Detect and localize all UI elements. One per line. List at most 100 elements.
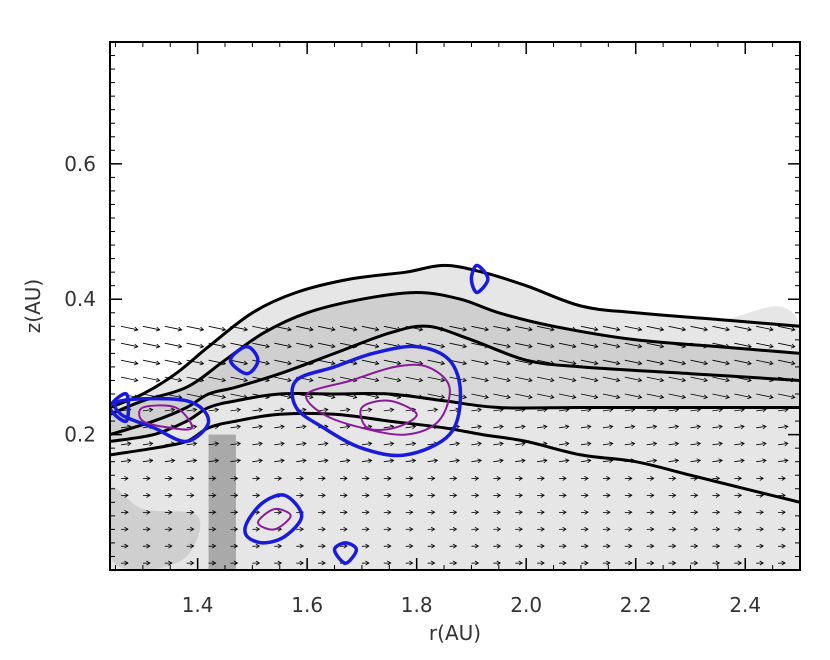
vector-arrowhead	[550, 326, 555, 332]
vector-arrow	[624, 325, 642, 331]
vector-arrow	[756, 426, 767, 429]
vector-arrowhead	[759, 526, 764, 532]
vector-arrowhead	[324, 407, 329, 413]
vector-arrowhead	[671, 476, 677, 481]
vector-arrowhead	[484, 326, 489, 332]
vector-arrow	[208, 409, 219, 412]
vector-arrow	[646, 393, 664, 398]
vector-arrow	[712, 409, 723, 412]
vector-arrowhead	[540, 543, 545, 549]
vector-arrow	[668, 443, 679, 446]
vector-arrowhead	[343, 543, 348, 549]
vector-arrow	[208, 325, 226, 331]
vector-arrowhead	[740, 458, 745, 464]
vector-arrowhead	[168, 509, 173, 515]
vector-arrow	[274, 342, 292, 348]
vector-arrow	[690, 459, 701, 463]
vector-arrow	[361, 342, 379, 348]
vector-arrowhead	[287, 377, 292, 383]
vector-arrowhead	[148, 441, 154, 447]
vector-arrowhead	[606, 560, 611, 566]
vector-arrow	[690, 426, 701, 429]
vector-arrowhead	[302, 424, 307, 430]
vector-arrow	[230, 376, 248, 381]
vector-arrow	[778, 325, 795, 331]
vector-arrow	[515, 459, 526, 463]
vector-arrowhead	[299, 476, 304, 481]
vector-arrow	[142, 325, 160, 331]
vector-arrow	[602, 325, 620, 331]
vector-arrow	[580, 426, 591, 429]
vector-arrowhead	[506, 377, 511, 383]
vector-arrowhead	[562, 492, 567, 498]
vector-arrowhead	[781, 526, 786, 532]
vector-arrowhead	[409, 509, 414, 515]
vector-arrow	[537, 459, 547, 463]
shade-region	[443, 475, 555, 547]
vector-arrowhead	[396, 377, 402, 383]
vector-arrowhead	[170, 458, 176, 464]
vector-arrowhead	[211, 526, 217, 532]
vector-arrowhead	[718, 424, 723, 430]
vector-arrow	[449, 342, 467, 348]
vector-arrow	[471, 443, 482, 446]
vector-arrowhead	[759, 476, 764, 481]
vector-arrowhead	[343, 509, 348, 515]
vector-arrowhead	[148, 458, 154, 464]
vector-arrowhead	[168, 526, 173, 532]
vector-arrowhead	[243, 326, 249, 332]
vector-arrowhead	[462, 360, 468, 366]
vector-arrowhead	[747, 343, 752, 349]
vector-arrowhead	[321, 509, 326, 515]
vector-arrowhead	[387, 476, 392, 481]
vector-arrowhead	[155, 326, 161, 332]
vector-arrowhead	[345, 458, 351, 464]
vector-arrowhead	[769, 343, 774, 349]
vector-arrow	[383, 443, 394, 446]
vector-arrow	[778, 359, 795, 365]
vector-arrow	[646, 409, 657, 412]
vector-arrowhead	[345, 407, 351, 413]
vector-arrowhead	[628, 509, 633, 515]
vector-arrow	[427, 376, 445, 381]
blue-contour-line	[110, 392, 131, 424]
vector-arrowhead	[462, 394, 468, 400]
vector-arrow	[142, 342, 160, 348]
vector-arrowhead	[650, 526, 655, 532]
vector-arrowhead	[540, 492, 545, 498]
vector-arrow	[580, 443, 591, 446]
vector-arrow	[361, 459, 372, 463]
vector-arrowhead	[703, 326, 709, 332]
vector-arrowhead	[584, 476, 589, 481]
vector-arrowhead	[330, 377, 336, 383]
vector-arrowhead	[693, 543, 699, 549]
vector-arrowhead	[211, 476, 217, 481]
vector-arrowhead	[124, 560, 129, 566]
vector-arrowhead	[387, 560, 392, 566]
vector-arrow	[558, 376, 576, 381]
vector-arrow	[318, 459, 328, 463]
vector-arrowhead	[528, 343, 533, 349]
vector-arrowhead	[584, 543, 589, 549]
vector-arrow	[230, 359, 248, 365]
vector-arrowhead	[190, 492, 195, 498]
vector-arrowhead	[606, 526, 611, 532]
vector-arrow	[778, 426, 788, 429]
vector-arrow	[558, 426, 569, 429]
vector-arrowhead	[430, 476, 436, 481]
vector-arrowhead	[769, 394, 774, 400]
vector-arrowhead	[659, 377, 665, 383]
vector-arrowhead	[543, 424, 548, 430]
vector-arrow	[515, 426, 526, 429]
vector-arrow	[449, 443, 460, 446]
vector-arrow	[383, 409, 394, 412]
vector-arrowhead	[258, 458, 263, 464]
vector-arrowhead	[681, 326, 687, 332]
vector-arrowhead	[593, 360, 599, 366]
vector-arrowhead	[440, 360, 446, 366]
vector-arrowhead	[452, 509, 458, 515]
vector-arrow	[274, 459, 285, 463]
vector-arrowhead	[696, 424, 702, 430]
blue-contour-line	[112, 396, 211, 444]
vector-arrow	[296, 325, 314, 331]
